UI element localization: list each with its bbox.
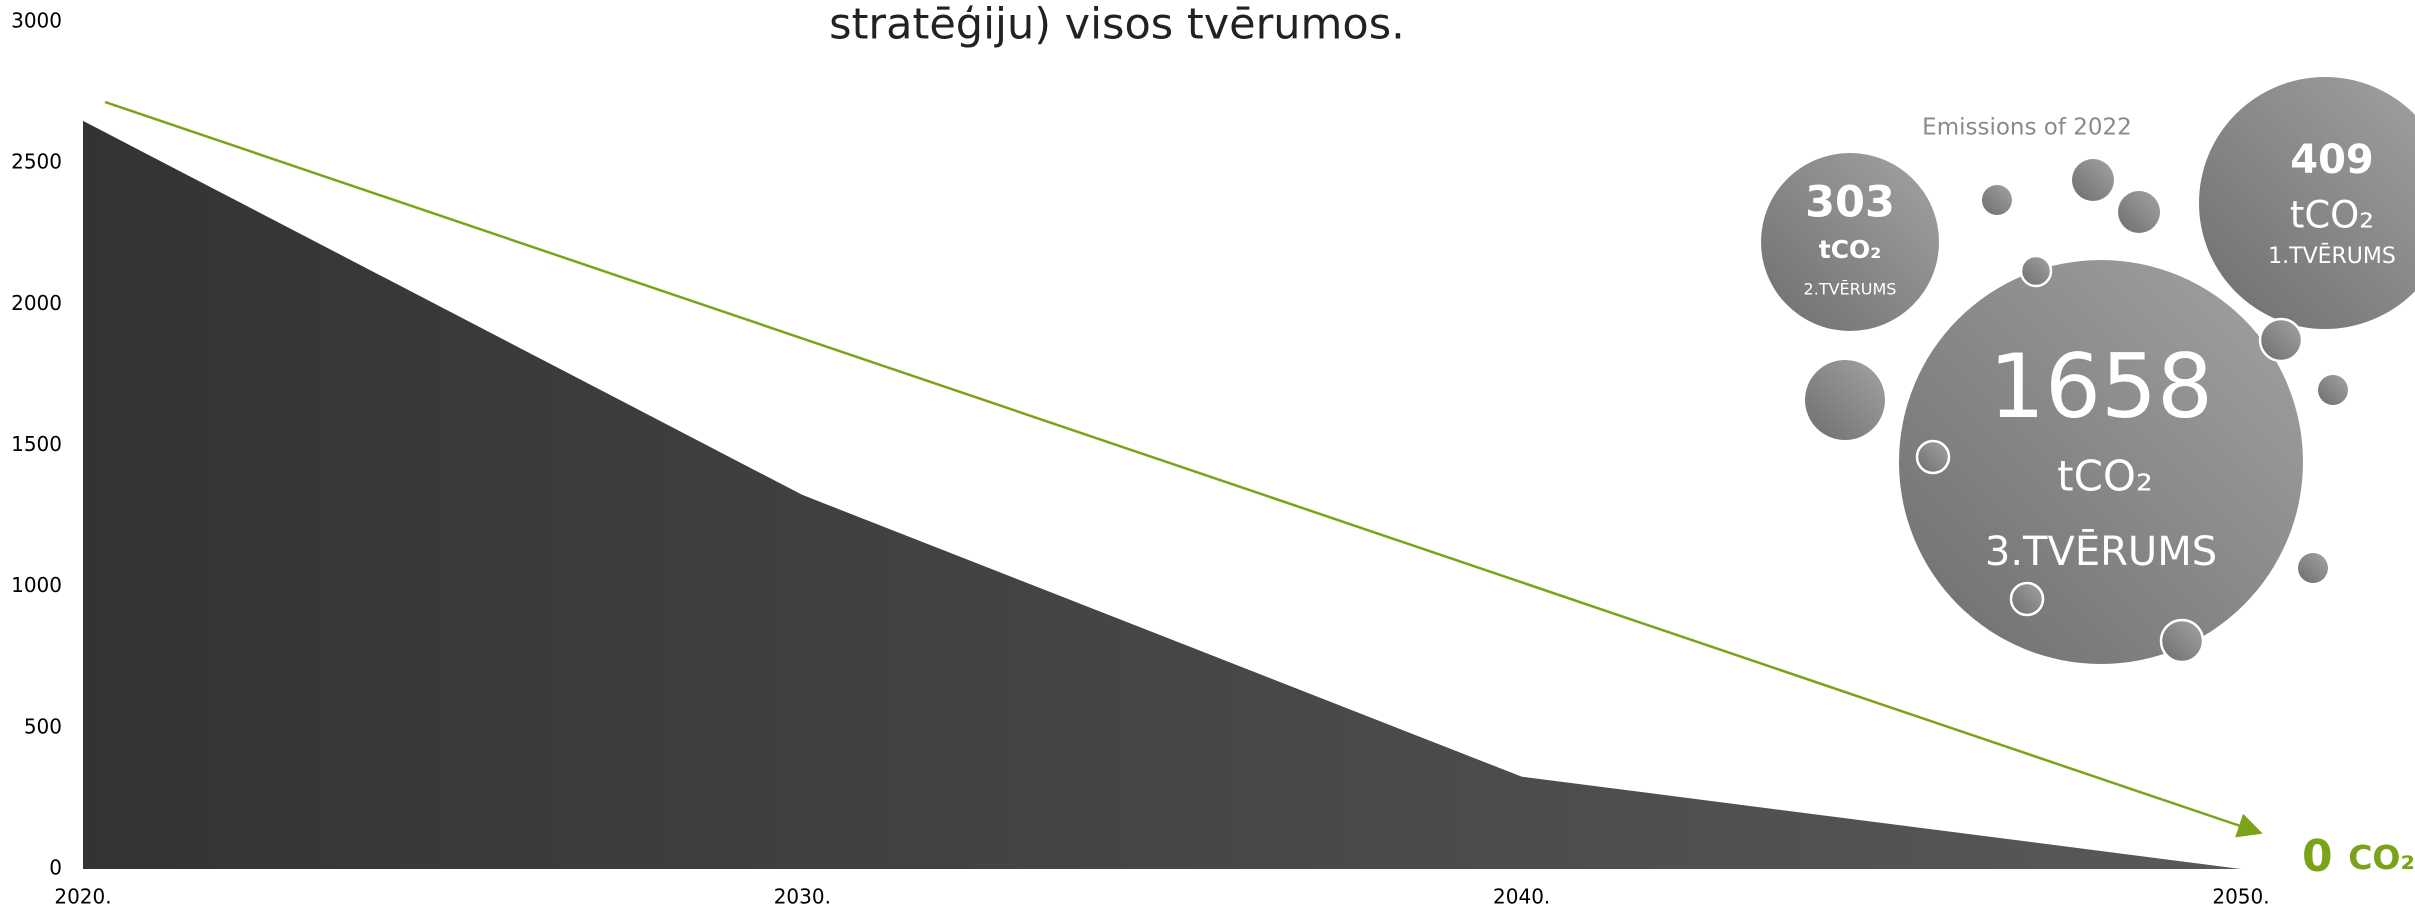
small-bubble: [2159, 618, 2205, 664]
target-arrow: [104, 100, 2263, 838]
y-tick-label: 2500: [11, 150, 62, 174]
y-tick-label: 1500: [11, 432, 62, 456]
x-tick-label: 2030.: [774, 885, 831, 909]
target-label: 0 CO₂: [2302, 831, 2415, 882]
small-bubble: [2258, 317, 2304, 363]
small-bubble: [1915, 439, 1951, 475]
target-unit: CO₂: [2348, 838, 2415, 877]
y-tick-label: 0: [49, 856, 62, 880]
bubble-unit: tCO₂: [2290, 194, 2374, 237]
bubble-label: 3.TVĒRUMS: [1985, 528, 2217, 575]
bubble-label: 1.TVĒRUMS: [2268, 244, 2396, 269]
y-tick-label: 2000: [11, 291, 62, 315]
x-tick-label: 2020.: [54, 885, 111, 909]
bubble-unit: tCO₂: [1819, 235, 1882, 264]
bubble: [2199, 77, 2415, 329]
bubble-label: 2.TVĒRUMS: [1804, 280, 1897, 299]
small-bubble: [2019, 254, 2053, 288]
annotation: Emissions of 2022: [1922, 115, 2132, 141]
bubble-value: 409: [2290, 137, 2374, 183]
y-tick-label: 500: [24, 714, 62, 738]
small-bubble: [1805, 360, 1885, 440]
bubble: [1899, 260, 2303, 664]
bubble-value: 303: [1805, 178, 1895, 228]
small-bubble: [2298, 553, 2328, 583]
bubbles: Emissions of 2022 303 tCO₂ 2.TVĒRUMS 409…: [1761, 77, 2415, 664]
small-bubble: [1982, 185, 2012, 215]
y-tick-label: 3000: [11, 9, 62, 33]
bubble: [1761, 153, 1939, 331]
small-bubble: [2318, 375, 2348, 405]
target-value: 0: [2302, 831, 2333, 882]
y-tick-label: 1000: [11, 573, 62, 597]
small-bubble: [2072, 159, 2114, 201]
small-bubble: [2009, 581, 2045, 617]
area: [83, 120, 2241, 870]
x-tick-label: 2040.: [1493, 885, 1550, 909]
small-bubble: [2118, 191, 2160, 233]
x-tick-label: 2050.: [2212, 885, 2269, 909]
bubble-unit: tCO₂: [2057, 452, 2153, 501]
chart-title: stratēģiju) visos tvērumos.: [829, 0, 1405, 50]
bubble-value: 1658: [1989, 335, 2213, 438]
